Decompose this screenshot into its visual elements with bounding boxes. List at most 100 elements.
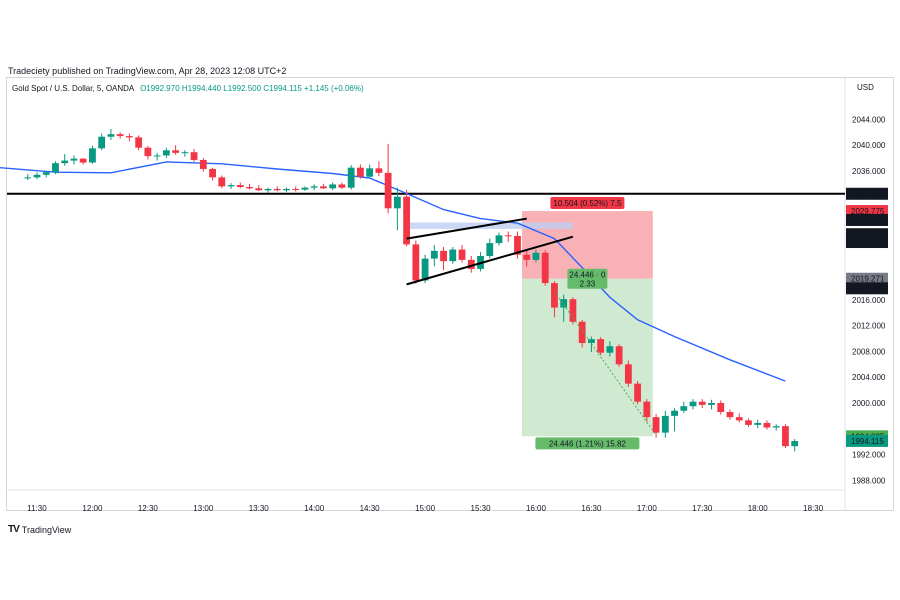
candle-body: [643, 401, 651, 418]
x-tick-label: 14:30: [360, 504, 381, 513]
candle-body: [671, 410, 678, 416]
candle-body: [615, 346, 623, 365]
candle-body: [698, 401, 706, 405]
candle-body: [24, 177, 32, 179]
entry-label: 24.446 · 0: [569, 271, 606, 280]
candle-body: [79, 158, 87, 163]
x-tick-label: 17:00: [637, 504, 658, 513]
candle-body: [689, 401, 697, 407]
triangle-upper-trendline: [406, 217, 527, 240]
candle-body: [791, 441, 799, 447]
price-label-box: [846, 236, 888, 249]
candle-body: [652, 417, 660, 433]
price-label: 2026.177: [851, 230, 885, 239]
candle-body: [772, 426, 780, 428]
currency-label: USD: [857, 83, 874, 92]
candle-body: [264, 188, 272, 191]
candle-body: [181, 152, 189, 154]
candle-body: [357, 167, 364, 177]
candle-body: [393, 196, 401, 209]
moving-average-line: [0, 161, 786, 382]
candle-body: [782, 426, 789, 447]
candle-body: [107, 134, 115, 137]
x-tick-label: 17:30: [692, 504, 713, 513]
x-tick-label: 11:30: [27, 504, 47, 513]
candle-body: [135, 137, 143, 148]
candle-body: [541, 252, 549, 284]
x-tick-label: 16:30: [581, 504, 602, 513]
trade-path: [554, 291, 657, 436]
candle-body: [42, 172, 50, 175]
candle-body: [763, 422, 771, 428]
candle-body: [467, 259, 475, 269]
symbol-legend[interactable]: Gold Spot / U.S. Dollar, 5, OANDA O1992.…: [12, 84, 364, 93]
candle-body: [560, 299, 568, 308]
x-tick-label: 13:00: [193, 504, 214, 513]
price-label: 1994.115: [851, 437, 884, 446]
candle-body: [514, 236, 521, 255]
y-tick-label: 2004.000: [852, 373, 886, 382]
x-tick-label: 12:00: [82, 504, 103, 513]
x-tick-label: 18:30: [803, 504, 824, 513]
brand-name: TradingView: [21, 524, 72, 535]
y-tick-label: 2012.000: [852, 322, 886, 331]
price-label-box: [846, 213, 888, 226]
candle-body: [551, 283, 558, 308]
candle-body: [606, 346, 614, 353]
candle-body: [735, 417, 743, 421]
candle-body: [384, 172, 392, 209]
price-label-box: [846, 434, 888, 447]
candle-body: [310, 186, 318, 188]
tradingview-brand[interactable]: TV TradingView: [8, 524, 71, 535]
target-label-box: [535, 437, 640, 450]
y-tick-label: 1992.000: [852, 451, 886, 460]
candle-body: [126, 136, 133, 138]
ohlc-values: O1992.970 H1994.440 L1992.500 C1994.115 …: [140, 84, 364, 93]
candle-body: [116, 134, 124, 137]
chart-frame: [6, 77, 894, 511]
x-tick-label: 18:00: [748, 504, 769, 513]
y-tick-label: 2040.000: [852, 141, 886, 150]
y-tick-label: 2036.000: [852, 167, 886, 176]
candle-body: [661, 415, 669, 433]
symbol-name: Gold Spot / U.S. Dollar, 5, OANDA: [12, 84, 134, 93]
target-label: 24.446 (1.21%) 15.82: [549, 439, 626, 448]
candle-body: [172, 150, 179, 153]
candle-body: [717, 402, 725, 412]
candle-body: [726, 412, 734, 418]
stop-label: 10.504 (0.52%) 7.5: [553, 199, 622, 208]
candle-body: [329, 184, 337, 189]
take-profit-zone: [521, 278, 653, 437]
candle-body: [412, 244, 420, 281]
candle-body: [292, 188, 300, 190]
candle-body: [523, 254, 531, 260]
price-label: 2032.454: [851, 190, 885, 199]
x-tick-label: 13:30: [249, 504, 270, 513]
candle-body: [366, 168, 374, 177]
candle-body: [634, 383, 641, 402]
candle-body: [680, 406, 688, 411]
candle-body: [70, 158, 78, 161]
candle-body: [347, 167, 355, 188]
publisher-caption: Tradeciety published on TradingView.com,…: [8, 66, 287, 76]
candle-body: [745, 420, 752, 425]
x-tick-label: 12:30: [138, 504, 159, 513]
candle-body: [218, 177, 226, 187]
price-label: 2028.390: [851, 216, 885, 225]
price-label: 2017.789: [851, 284, 885, 293]
candle-body: [532, 252, 540, 260]
candle-body: [227, 185, 235, 187]
candle-body: [153, 155, 161, 157]
candle-body: [597, 339, 605, 353]
candle-body: [403, 196, 410, 245]
candle-body: [144, 147, 152, 157]
triangle-lower-trendline: [406, 235, 574, 286]
candle-body: [338, 184, 346, 188]
stop-label-box: [550, 197, 625, 210]
price-label-box: [846, 282, 888, 295]
x-tick-label: 16:00: [526, 504, 547, 513]
candle-body: [504, 235, 512, 237]
entry-ratio-label: 2.33: [580, 280, 596, 289]
candle-body: [98, 136, 106, 149]
